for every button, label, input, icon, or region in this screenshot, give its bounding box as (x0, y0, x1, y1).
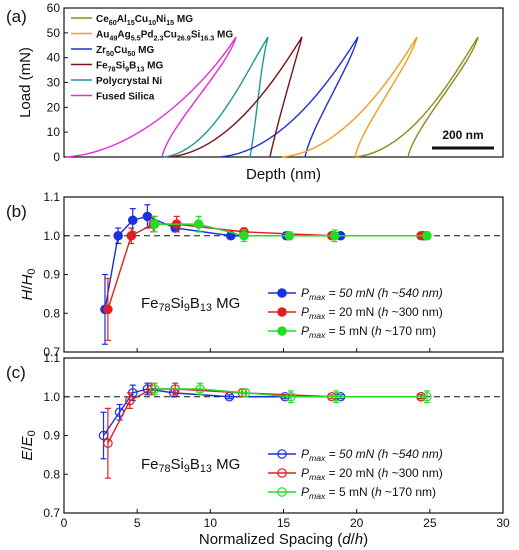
y-tick-label: 1.1 (43, 351, 60, 365)
legend-label: Au49Ag5.5Pd2.3Cu26.9Si16.3 MG (96, 30, 233, 43)
y-tick-label: 0.8 (43, 467, 60, 481)
panel-c-modulus-ratio: (c) 0.7 0.8 0.9 1.0 1.1 0 5 10 15 20 25 30 E/E0 Fe78Si… (6, 351, 510, 548)
y-tick-label: 10 (47, 125, 61, 139)
data-point (125, 395, 135, 406)
y-axis-label: Load (mN) (17, 47, 34, 118)
data-point (195, 384, 205, 394)
data-point (226, 230, 236, 241)
data-point (113, 230, 123, 241)
legend-label: Pmax = 50 mN (h ~540 nm) (301, 286, 443, 302)
legend-label: Polycrystal Ni (96, 76, 162, 87)
x-tick-label: 10 (204, 516, 218, 530)
load-curve (163, 36, 269, 158)
legend-label: Ce60Al15Cu10Ni15 MG (96, 14, 193, 27)
load-curve (354, 36, 479, 158)
data-point (127, 215, 138, 226)
data-point (239, 230, 249, 241)
load-curve (281, 36, 418, 158)
data-point (103, 304, 113, 315)
load-curve (65, 36, 237, 158)
data-point (422, 230, 432, 241)
y-tick-label: 0.7 (43, 506, 60, 520)
legend-marker (277, 307, 287, 317)
legend-label: Fe78Si9B13 MG (96, 61, 163, 74)
x-tick-label: 5 (134, 516, 141, 530)
panel-b-label: (b) (6, 202, 27, 221)
legend-label: Pmax = 20 mN (h ~300 nm) (301, 466, 443, 482)
x-axis-label: Depth (nm) (246, 166, 321, 183)
material-annotation: Fe78Si9B13 MG (141, 295, 240, 314)
y-tick-label: 30 (47, 76, 61, 90)
data-point (331, 391, 341, 402)
data-point (193, 219, 204, 229)
y-axis-label: E/E0 (19, 430, 38, 460)
data-point (422, 391, 432, 402)
data-point (126, 230, 137, 241)
load-curve (168, 36, 303, 158)
series-line (154, 223, 427, 237)
y-tick-label: 1.0 (43, 390, 60, 404)
y-tick-label: 0.7 (43, 345, 60, 359)
data-point (149, 219, 160, 229)
y-tick-label: 50 (47, 26, 61, 40)
y-tick-label: 40 (47, 51, 61, 65)
y-axis-label: H/H0 (19, 269, 38, 301)
legend-marker (277, 468, 287, 478)
series-line (102, 388, 422, 436)
data-point (286, 391, 296, 402)
load-curve (219, 36, 359, 158)
y-tick-label: 0.8 (43, 306, 60, 320)
data-point (329, 230, 340, 241)
y-tick-label: 20 (47, 100, 61, 114)
y-tick-label: 0 (53, 150, 60, 164)
x-tick-label: 0 (61, 516, 68, 530)
panel-c-frame (63, 357, 504, 514)
y-tick-label: 0.9 (43, 429, 60, 443)
y-tick-label: 1.0 (43, 229, 60, 243)
x-tick-label: 20 (350, 516, 364, 530)
legend-label: Pmax = 5 mN (h ~170 nm) (301, 324, 436, 340)
legend-marker (277, 326, 287, 336)
legend-marker (277, 288, 287, 298)
y-tick-label: 0.9 (43, 268, 60, 282)
panel-a-label: (a) (6, 7, 27, 26)
x-tick-label: 15 (277, 516, 291, 530)
x-axis-label: Normalized Spacing (d/h) (199, 531, 368, 548)
legend-marker (277, 449, 287, 459)
panel-b-hardness-ratio: (b) 0.7 0.8 0.9 1.0 1.1 H/H0 Fe78Si9B13 MG Pmax … (6, 190, 504, 359)
data-point (149, 384, 160, 394)
y-tick-label: 60 (47, 1, 61, 15)
x-tick-label: 30 (496, 516, 510, 530)
data-point (240, 388, 251, 398)
series-line (154, 388, 427, 398)
legend-marker (277, 487, 287, 497)
legend-label: Zr50Cu50 MG (96, 45, 154, 58)
scale-bar-label: 200 nm (442, 128, 483, 142)
legend-label: Pmax = 50 mN (h ~540 nm) (301, 447, 443, 463)
y-tick-label: 1.1 (43, 190, 60, 204)
data-point (103, 438, 113, 449)
panel-a-load-depth: (a) 0 10 20 30 40 50 60 Load (mN) Depth (nm) Ce60A… (6, 1, 504, 183)
x-tick-label: 25 (423, 516, 437, 530)
panel-c-label: (c) (6, 363, 26, 382)
legend-label: Pmax = 20 mN (h ~300 nm) (301, 305, 443, 321)
legend-label: Fused Silica (96, 92, 155, 103)
material-annotation: Fe78Si9B13 MG (141, 456, 240, 475)
legend-label: Pmax = 5 mN (h ~170 nm) (301, 485, 436, 501)
data-point (284, 230, 295, 241)
